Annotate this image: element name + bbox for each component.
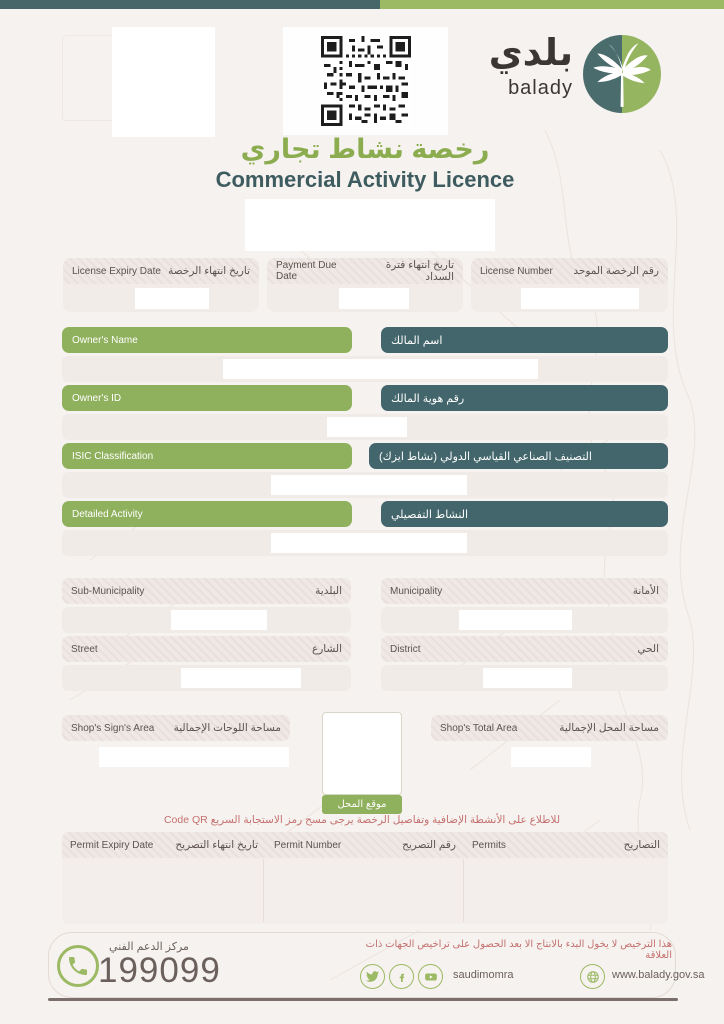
- column-label-ar: رقم التصريح: [402, 839, 456, 851]
- field-license-number: License Number رقم الرخصة الموحد: [471, 258, 668, 312]
- shop-location-qr-box: [322, 712, 402, 795]
- field-owners-id-label-en: Owner's ID: [62, 385, 352, 411]
- document-title-english: Commercial Activity Licence: [215, 167, 515, 192]
- permits-column-divider: [263, 859, 264, 922]
- support-center-label: مركز الدعم الفني: [109, 941, 189, 953]
- footer-bottom-line: [48, 998, 678, 1001]
- field-district-label: District الحي: [381, 636, 668, 662]
- redacted-value: [327, 417, 407, 437]
- redacted-header-block: [112, 27, 215, 137]
- redacted-subtitle-block: [245, 199, 495, 251]
- permits-table-header: Permit Expiry Date تاريخ انتهاء التصريح …: [62, 832, 668, 858]
- redacted-value: [171, 610, 267, 630]
- redacted-value: [135, 288, 209, 309]
- field-isic-label-ar: التصنيف الصناعي القياسي الدولي (نشاط ايز…: [369, 443, 668, 469]
- redacted-value: [271, 533, 467, 553]
- field-label-en: Payment Due Date: [276, 260, 337, 282]
- field-detailed-activity-label-en: Detailed Activity: [62, 501, 352, 527]
- field-owners-name-label-en: Owner's Name: [62, 327, 352, 353]
- twitter-icon: [360, 964, 385, 989]
- redacted-value: [181, 668, 301, 688]
- field-total-area-label: Shop's Total Area مساحة المحل الإجمالية: [431, 715, 668, 741]
- brand-logo-arabic: بلدي: [488, 32, 573, 73]
- field-label-en: License Expiry Date: [72, 265, 161, 277]
- field-isic-label-en: ISIC Classification: [62, 443, 352, 469]
- phone-icon: [57, 945, 99, 987]
- qr-scan-note: للاطلاع على الأنشطة الإضافية وتفاصيل الر…: [163, 814, 561, 826]
- redacted-value: [459, 610, 572, 630]
- footer-outline: [48, 932, 676, 998]
- column-label-en: Permit Number: [274, 839, 342, 851]
- field-municipality-label: Municipality الأمانة: [381, 578, 668, 604]
- globe-icon: [580, 964, 605, 989]
- field-owners-name-label-ar: اسم المالك: [381, 327, 668, 353]
- field-detailed-activity-label-ar: النشاط التفصيلي: [381, 501, 668, 527]
- website-link: www.balady.gov.sa: [612, 969, 705, 981]
- field-label-ar: تاريخ انتهاء الرخصة: [168, 265, 250, 277]
- field-street-label: Street الشارع: [62, 636, 351, 662]
- permits-column-divider: [463, 859, 464, 922]
- top-strip-teal: [0, 0, 380, 9]
- redacted-value: [511, 747, 591, 767]
- qr-code: [321, 36, 411, 126]
- redacted-value: [483, 668, 572, 688]
- field-sub-municipality-label: Sub-Municipality البلدية: [62, 578, 351, 604]
- support-number: 199099: [98, 951, 221, 990]
- footer-warning: هذا الترخيص لا يخول البدء بالانتاج الا ب…: [365, 939, 672, 961]
- redacted-value: [271, 475, 467, 495]
- field-license-expiry: License Expiry Date تاريخ انتهاء الرخصة: [63, 258, 259, 312]
- redacted-value: [223, 359, 538, 379]
- redacted-value: [521, 288, 639, 309]
- brand-logo: بلدي balady: [455, 32, 665, 118]
- facebook-icon: [389, 964, 414, 989]
- column-label-ar: التصاريح: [623, 839, 660, 851]
- redacted-value: [99, 747, 289, 767]
- document-title-arabic: رخصة نشاط تجاري: [240, 134, 490, 164]
- social-handle: saudimomra: [453, 969, 514, 981]
- shop-location-label: موقع المحل: [322, 795, 402, 814]
- field-payment-due: Payment Due Date تاريخ انتهاء فترة السدا…: [267, 258, 463, 312]
- brand-logo-latin: balady: [508, 77, 573, 99]
- permits-table: Permit Expiry Date تاريخ انتهاء التصريح …: [62, 832, 668, 924]
- redacted-value: [339, 288, 409, 309]
- field-label-ar: رقم الرخصة الموحد: [573, 265, 659, 277]
- palm-logo-icon: [583, 35, 661, 113]
- field-label-en: License Number: [480, 265, 553, 277]
- column-label-en: Permits: [472, 839, 506, 851]
- field-signs-area-label: Shop's Sign's Area مساحة اللوحات الإجمال…: [62, 715, 290, 741]
- top-strip-green: [380, 0, 724, 9]
- field-owners-id-label-ar: رقم هوية المالك: [381, 385, 668, 411]
- column-label-en: Permit Expiry Date: [70, 839, 154, 851]
- field-label-ar: تاريخ انتهاء فترة السداد: [385, 259, 454, 283]
- column-label-ar: تاريخ انتهاء التصريح: [175, 839, 258, 851]
- youtube-icon: [418, 964, 443, 989]
